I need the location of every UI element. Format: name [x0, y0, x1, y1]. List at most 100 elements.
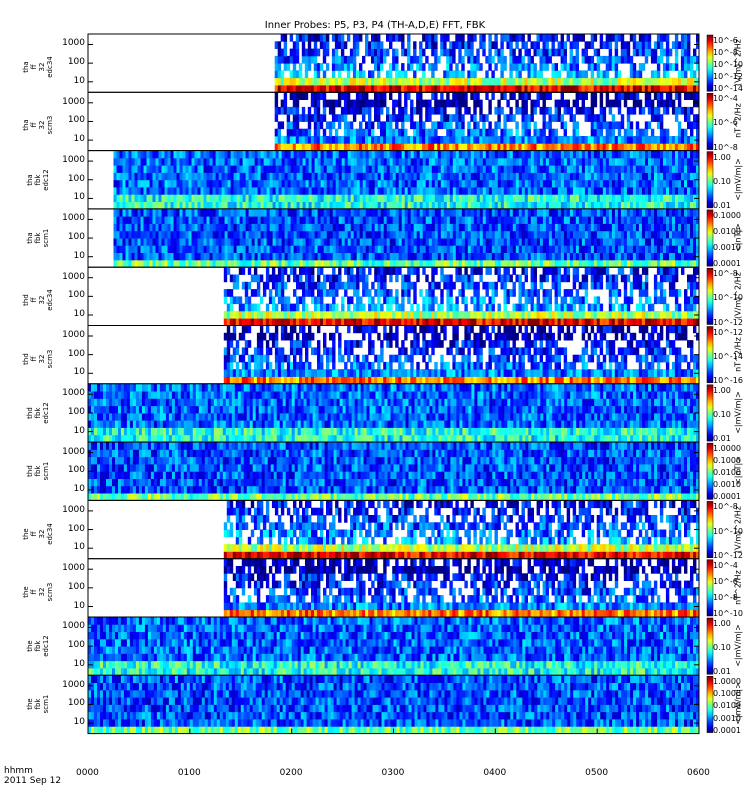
panel-label: thd fbk edc12: [26, 393, 50, 433]
y-tick-label: 100: [67, 640, 85, 651]
chart-title: Inner Probes: P5, P3, P4 (TH-A,D,E) FFT,…: [264, 20, 486, 31]
colorbar-unit-label: nT^2/Hz: [733, 336, 743, 372]
panel-label: thd ff 32 scm3: [22, 339, 54, 379]
colorbar-tick-label: 10^-12: [713, 317, 743, 327]
panel-label: tha fbk scm1: [26, 218, 50, 258]
panel-label-line: thd: [26, 465, 34, 478]
colorbar-tick-label: 10^-12: [713, 72, 743, 82]
colorbar-unit-label: <|mV/m|>: [733, 157, 743, 201]
panel-label-line: 32: [38, 529, 46, 539]
colorbar-unit-label: <|nT|>: [733, 223, 743, 252]
y-tick-label: 1000: [62, 213, 85, 224]
y-tick-label: 10: [73, 542, 85, 553]
colorbar-tick-label: 0.0001: [713, 492, 741, 502]
colorbar-tick-label: 1.0000: [713, 677, 741, 687]
colorbar-unit-label: <|mV/m|>: [733, 682, 743, 726]
y-tick-label: 100: [67, 115, 85, 126]
colorbar-unit-label: (V/m)^2/Hz: [733, 39, 743, 87]
y-tick-label: 1000: [62, 271, 85, 282]
panel-label-line: ff: [30, 64, 38, 70]
colorbar-tick-label: 10^-8: [713, 592, 738, 602]
panel-label: tha ff 32 scm3: [22, 105, 54, 145]
x-tick-label: 0000: [76, 768, 99, 778]
panel-label-line: 32: [38, 295, 46, 305]
y-tick-label: 10: [73, 134, 85, 145]
panel-label-line: edc12: [42, 169, 50, 191]
panel-label: the fbk edc12: [26, 626, 50, 666]
panel-label-line: 32: [38, 587, 46, 597]
panel-label-line: fbk: [34, 640, 42, 652]
panel-5: [87, 266, 714, 327]
panel-label: thd fbk scm1: [26, 451, 50, 491]
panel-label-line: fbk: [34, 407, 42, 419]
colorbar: [706, 34, 714, 92]
y-tick-label: 10: [73, 483, 85, 494]
x-axis-unit-label: hhmm: [4, 766, 33, 776]
panel-label-line: scm1: [42, 461, 50, 481]
colorbar-tick-label: 1.00: [713, 152, 731, 162]
y-tick-label: 10: [73, 600, 85, 611]
colorbar-tick-label: 0.0001: [713, 259, 741, 269]
colorbar: [706, 559, 714, 617]
panel-12: [87, 674, 714, 735]
panel-label-line: scm3: [46, 116, 54, 135]
panel-2: [87, 91, 714, 152]
y-tick-label: 10: [73, 192, 85, 203]
panel-label-line: edc34: [46, 56, 54, 78]
colorbar-tick-label: 10^-12: [713, 327, 743, 337]
colorbar-tick-label: 0.1000: [713, 689, 741, 699]
y-tick-label: 10: [73, 367, 85, 378]
colorbar: [706, 267, 714, 325]
y-tick-label: 10: [73, 658, 85, 669]
colorbar-tick-label: 10^-4: [713, 560, 738, 570]
panel-label-line: thd: [22, 352, 30, 365]
panel-3: [87, 150, 714, 210]
colorbar-tick-label: 0.0010: [713, 480, 741, 490]
colorbar-tick-label: 0.01: [713, 200, 731, 210]
colorbar-tick-label: 0.01: [713, 667, 731, 677]
panel-label: thd ff 32 edc34: [22, 280, 54, 320]
colorbar: [706, 151, 714, 209]
panel-label-line: thd: [26, 407, 34, 419]
y-tick-label: 1000: [62, 329, 85, 340]
y-tick-label: 100: [67, 406, 85, 417]
colorbar: [706, 326, 714, 384]
colorbar: [706, 442, 714, 500]
panel-label-line: tha: [22, 119, 30, 132]
panel-label-line: fbk: [34, 465, 42, 477]
y-tick-label: 100: [67, 290, 85, 301]
y-tick-label: 10: [73, 75, 85, 86]
colorbar-tick-label: 10^-12: [713, 550, 743, 560]
y-tick-label: 1000: [62, 38, 85, 49]
y-tick-label: 100: [67, 523, 85, 534]
y-tick-label: 1000: [62, 621, 85, 632]
panel-label-line: 32: [38, 62, 46, 72]
x-axis-date-label: 2011 Sep 12: [4, 776, 62, 786]
panel-label-line: scm3: [46, 349, 54, 369]
colorbar-tick-label: 10^-6: [713, 576, 738, 586]
panel-1: [87, 33, 714, 93]
panel-label-line: scm3: [46, 582, 54, 602]
colorbar-tick-label: 0.0100: [713, 468, 741, 478]
colorbar-unit-label: (V/m)^2/Hz: [733, 272, 743, 320]
colorbar-unit-label: <|nT|>: [733, 456, 743, 486]
panel-label-line: fbk: [34, 174, 42, 186]
colorbar-tick-label: 10^-8: [713, 502, 738, 512]
colorbar-tick-label: 0.0001: [713, 725, 741, 735]
y-tick-label: 1000: [62, 388, 85, 399]
panel-label: tha fbk edc12: [26, 160, 50, 200]
x-tick-label: 0400: [483, 768, 507, 778]
colorbar-tick-label: 10^-6: [713, 36, 738, 45]
panel-label-line: thd: [22, 294, 30, 307]
y-tick-label: 1000: [62, 504, 85, 515]
colorbar: [706, 617, 714, 675]
panel-6: [87, 325, 714, 385]
colorbar-tick-label: 0.10: [713, 643, 731, 653]
panel-label: tha ff 32 edc34: [22, 47, 54, 87]
colorbar-tick-label: 10^-14: [713, 84, 743, 94]
panel-label-line: 32: [38, 354, 46, 364]
colorbar-tick-label: 1.00: [713, 385, 731, 395]
panel-label-line: edc12: [42, 635, 50, 657]
y-tick-label: 1000: [62, 155, 85, 166]
